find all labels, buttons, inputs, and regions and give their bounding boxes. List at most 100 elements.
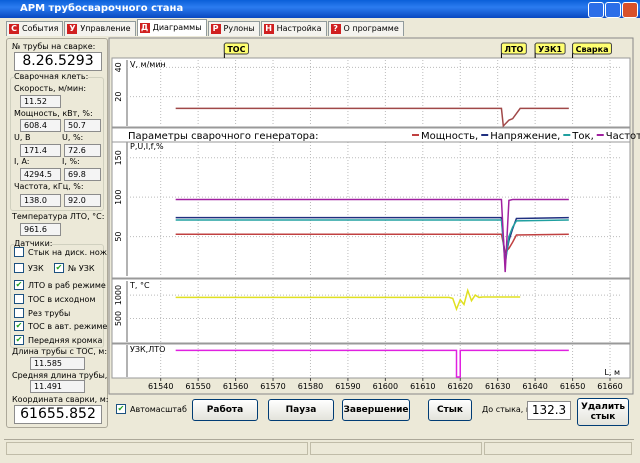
chart-title: Параметры сварочного генератора: [128, 131, 319, 142]
trace [175, 198, 569, 273]
tab[interactable]: Д Диаграммы [136, 19, 207, 36]
marker-flag: ТОС [223, 42, 249, 55]
sensor-checkbox[interactable]: ТОС в авт. режиме [14, 321, 107, 331]
plot-panel [111, 343, 631, 379]
tab[interactable]: С События [6, 21, 64, 36]
x-tick-label: 61660 [597, 382, 622, 391]
status-cell [484, 442, 632, 455]
sensor-checkbox[interactable]: Рез трубы [14, 308, 70, 318]
tab[interactable]: Р Рулоны [207, 21, 260, 36]
marker-flag: УЗК1 [534, 42, 566, 55]
checkbox-label: ЛТО в раб режиме [28, 280, 106, 290]
legend-label: Ток, [571, 131, 593, 142]
coordinate: 61655.852 [14, 405, 102, 424]
autoscale-checkbox[interactable]: Автомасштаб [116, 404, 187, 414]
distance-field: 132.3 [527, 401, 571, 420]
button[interactable]: Стык [428, 399, 472, 421]
tab-icon: Н [263, 24, 274, 34]
value-field: 72.6 [64, 144, 101, 157]
tab[interactable]: ? О программе [327, 21, 404, 36]
value-field: 138.0 [20, 194, 61, 207]
legend-label: Мощность, [421, 131, 478, 142]
checkbox-label: ТОС в авт. режиме [28, 321, 108, 331]
value-field: 4294.5 [20, 168, 61, 181]
x-tick-label: 61600 [373, 382, 398, 391]
checkbox [14, 247, 24, 257]
button[interactable]: Пауза [268, 399, 334, 421]
button[interactable]: Работа [192, 399, 258, 421]
x-tick-label: 61630 [485, 382, 510, 391]
checkbox [54, 263, 64, 273]
plot-panel [111, 278, 631, 344]
flag-box [572, 42, 612, 55]
label: Температура ЛТО, °С: [12, 212, 105, 221]
tab[interactable]: У Управление [64, 21, 136, 36]
label: Мощность, кВт, %: [14, 109, 93, 118]
trace [175, 287, 521, 312]
y-tick-label: 100 [114, 190, 123, 205]
legend-label: Частота, [606, 131, 640, 142]
value-field: 50.7 [64, 119, 101, 132]
tab[interactable]: Н Настройка [260, 21, 327, 36]
x-tick-label: 61620 [448, 382, 473, 391]
tab-icon: Д [139, 23, 150, 33]
legend-label: Напряжение, [490, 131, 560, 142]
y-tick-label: 500 [114, 311, 123, 326]
tab-label: Настройка [276, 24, 322, 33]
flag-box [500, 42, 527, 55]
label: U, В [14, 133, 31, 142]
trace [175, 233, 569, 254]
value-field: 961.6 [20, 223, 61, 236]
trace [175, 349, 569, 378]
tab-icon: Р [210, 24, 221, 34]
group-box [10, 244, 104, 348]
sensor-checkbox[interactable]: УЗК [14, 263, 44, 273]
x-tick-label: 61610 [410, 382, 435, 391]
axis-label: T, °C [129, 281, 150, 290]
x-tick-label: 61590 [335, 382, 360, 391]
checkbox-label: Автомасштаб [130, 404, 187, 414]
sensor-checkbox[interactable]: № УЗК [54, 263, 95, 273]
marker-label: УЗК1 [538, 45, 562, 54]
group-title: Датчики: [14, 239, 53, 248]
axis-label: V, м/мин [130, 60, 166, 69]
tab-label: Диаграммы [152, 23, 202, 32]
label: I, %: [62, 157, 80, 166]
tab-icon: ? [330, 24, 341, 34]
checkbox [14, 280, 24, 290]
value-field: 11.585 [30, 357, 85, 370]
maximize-button[interactable] [605, 2, 621, 18]
checkbox-label: Стык на диск. нож [28, 247, 107, 257]
tab-label: События [22, 24, 59, 33]
tab-icon: С [9, 24, 19, 34]
x-tick-label: 61540 [148, 382, 173, 391]
button[interactable]: Завершение [342, 399, 410, 421]
value-field: 92.0 [64, 194, 101, 207]
checkbox [14, 263, 24, 273]
x-tick-label: 61550 [185, 382, 210, 391]
checkbox-label: Рез трубы [28, 308, 71, 318]
x-tick-label: 61640 [522, 382, 547, 391]
y-tick-label: 20 [114, 92, 123, 102]
value-field: 11.491 [30, 380, 85, 393]
checkbox-label: УЗК [28, 263, 44, 273]
checkbox [14, 335, 24, 345]
marker-flag: Сварка [572, 42, 612, 55]
tab-label: О программе [343, 24, 399, 33]
sensor-checkbox[interactable]: ЛТО в раб режиме [14, 280, 106, 290]
close-button[interactable] [622, 2, 638, 18]
sensor-checkbox[interactable]: Стык на диск. нож [14, 247, 107, 257]
sensor-checkbox[interactable]: Передняя кромка [14, 335, 102, 345]
checkbox [14, 294, 24, 304]
minimize-button[interactable] [588, 2, 604, 18]
y-tick-label: 40 [114, 62, 123, 72]
plot-panel [111, 127, 631, 279]
delete-joint-button[interactable]: Удалить стык [577, 398, 629, 426]
y-tick-label: 50 [114, 231, 123, 241]
checkbox-label: ТОС в исходном [28, 294, 96, 304]
status-cell [6, 442, 308, 455]
value-field: 608.4 [20, 119, 61, 132]
sensor-checkbox[interactable]: ТОС в исходном [14, 294, 96, 304]
marker-label: ТОС [227, 45, 245, 54]
